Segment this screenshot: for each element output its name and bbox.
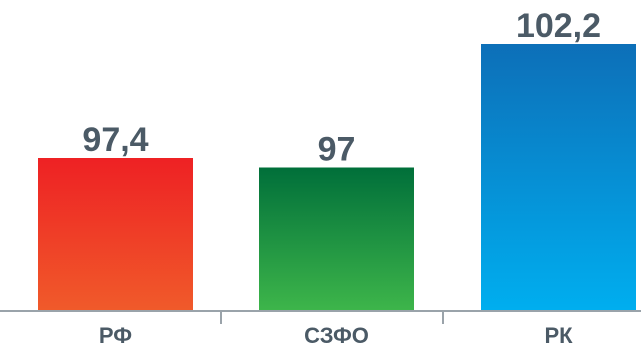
category-label-3: РК bbox=[544, 323, 573, 347]
bars-layer bbox=[38, 44, 636, 310]
value-label-1: 97,4 bbox=[82, 121, 148, 159]
bar-1 bbox=[38, 158, 193, 310]
value-label-2: 97 bbox=[318, 131, 356, 169]
bar-3 bbox=[481, 44, 636, 310]
x-axis-ticks bbox=[220, 311, 444, 324]
category-labels-layer: РФ СЗФО РК bbox=[99, 323, 573, 347]
value-labels-layer: 97,4 97 102,2 bbox=[82, 7, 601, 169]
value-label-3: 102,2 bbox=[516, 7, 601, 45]
category-label-2: СЗФО bbox=[304, 323, 369, 347]
bar-2 bbox=[259, 167, 414, 310]
category-label-1: РФ bbox=[99, 323, 132, 347]
